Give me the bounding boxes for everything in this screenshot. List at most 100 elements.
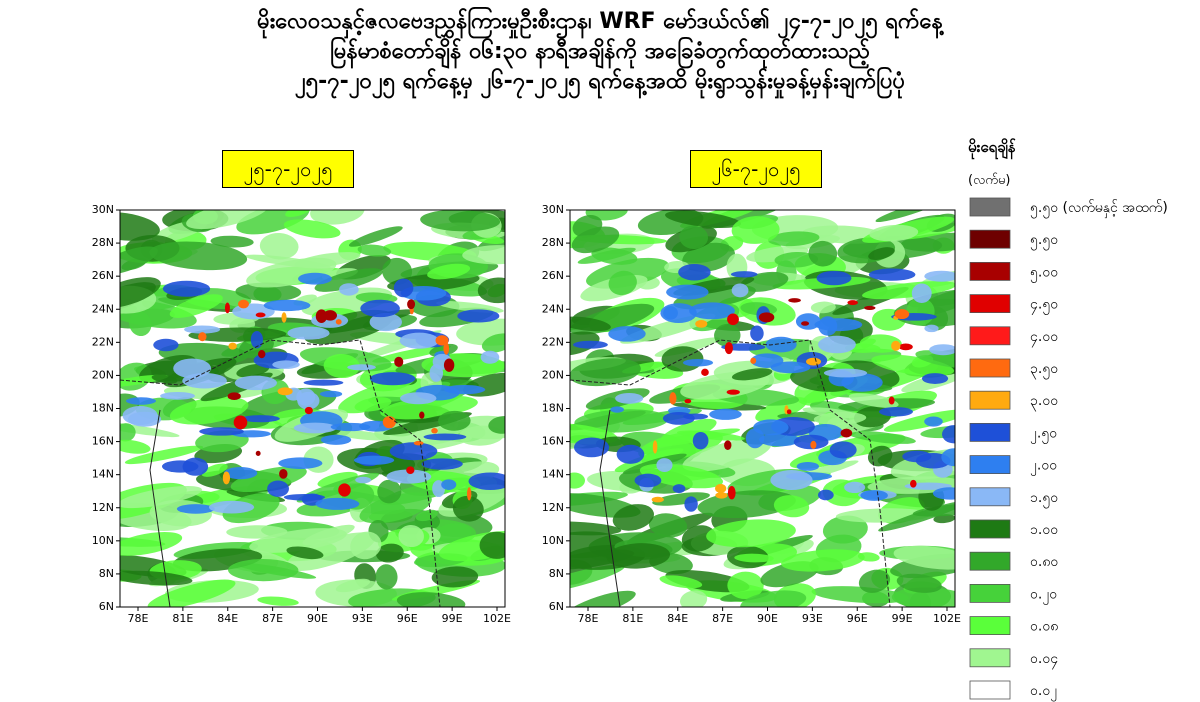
rain-patch (120, 246, 158, 276)
rain-patch (715, 492, 728, 499)
x-tick-label: 78E (578, 612, 599, 625)
legend-label: ၁.၅၀ (1030, 490, 1058, 508)
legend-label: ၁.၀၀ (1030, 522, 1058, 538)
rain-patch (793, 434, 829, 450)
rain-patch (339, 283, 359, 296)
rain-patch (355, 476, 372, 484)
rain-patch (724, 440, 732, 451)
rain-patch (570, 521, 622, 536)
rain-patch (441, 479, 457, 490)
rain-patch (360, 299, 400, 318)
rain-patch (394, 356, 404, 368)
rain-patch (286, 546, 324, 560)
legend-label: ၀.၀၄ (1030, 651, 1058, 669)
legend-swatch (969, 584, 1011, 603)
rain-patch (758, 312, 775, 323)
rain-patch (726, 389, 740, 395)
y-tick-label: 18N (92, 402, 114, 415)
coastline (120, 339, 441, 607)
rain-patch (888, 396, 895, 405)
rain-patch (810, 440, 817, 449)
rain-patch (651, 496, 664, 503)
rain-patch (238, 299, 249, 309)
rain-patch (774, 252, 819, 268)
rain-patch (669, 392, 677, 405)
rain-patch (468, 472, 505, 490)
rain-patch (241, 415, 280, 423)
rain-patch (233, 415, 248, 430)
rain-patch (120, 570, 193, 586)
rain-patch (480, 350, 500, 364)
rain-patch (750, 357, 757, 364)
rain-patch (868, 247, 895, 260)
y-tick-label: 22N (542, 335, 564, 348)
legend-label: ၀.၈၀ (1030, 554, 1058, 570)
rain-patch (224, 302, 230, 314)
rain-patch (488, 416, 505, 434)
y-tick-label: 30N (92, 203, 114, 216)
legend-label: ၃.၅၀ (1030, 361, 1058, 379)
rain-patch (259, 232, 299, 260)
rain-patch (898, 343, 913, 351)
rain-patch (398, 525, 424, 548)
y-tick-label: 8N (549, 567, 564, 580)
rain-patch (801, 321, 810, 326)
x-tick-label: 87E (262, 612, 283, 625)
rain-patch (727, 485, 736, 500)
panel-label: ၂၆-၇-၂၀၂၅ (690, 150, 822, 188)
y-tick-label: 12N (542, 501, 564, 514)
rain-patch (666, 284, 709, 300)
rain-patch (153, 338, 179, 352)
y-tick-label: 10N (92, 534, 114, 547)
title-line: ၂၅-၇-၂၀၂၅ ရက်နေ့မှ ၂၆-၇-၂၀၂၅ ရက်နေ့အထိ မ… (294, 69, 906, 94)
rain-patch (894, 309, 910, 320)
rain-patch (198, 332, 207, 342)
rain-patch (182, 372, 227, 389)
y-tick-label: 6N (99, 600, 114, 613)
rain-patch (788, 298, 801, 303)
rain-patch (162, 280, 211, 297)
y-tick-label: 16N (92, 435, 114, 448)
x-tick-label: 84E (217, 612, 238, 625)
rain-patch (681, 525, 717, 552)
rain-patch (376, 543, 404, 563)
rain-patch (612, 504, 654, 531)
rain-patch (124, 445, 204, 465)
rain-patch (745, 428, 765, 449)
rain-patch (120, 423, 136, 442)
rain-patch (302, 524, 355, 546)
rain-patch (347, 364, 376, 371)
rain-patch (656, 458, 673, 473)
y-tick-label: 22N (92, 335, 114, 348)
x-tick-label: 87E (712, 612, 733, 625)
rain-patch (479, 531, 505, 559)
rain-patch (369, 372, 416, 386)
legend-label: ၅.၀၀ (1030, 264, 1058, 282)
rain-patch (570, 316, 611, 332)
rain-patch (120, 212, 160, 241)
rain-patch (335, 430, 391, 441)
rain-patch (840, 428, 853, 438)
rain-patch (320, 434, 352, 445)
coastline (599, 409, 621, 607)
rain-patch (393, 278, 414, 298)
legend-unit: (လက်မ) (968, 173, 1011, 188)
rain-patch (372, 345, 451, 363)
rain-patch (573, 340, 608, 349)
y-tick-label: 28N (92, 236, 114, 249)
rain-patch (740, 590, 807, 607)
rain-patch (648, 513, 688, 538)
rain-patch (315, 497, 360, 510)
rain-patch (773, 495, 810, 518)
rain-patch (226, 525, 288, 539)
rain-patch (679, 590, 708, 607)
rain-patch (858, 569, 891, 593)
rain-patch (169, 396, 249, 425)
x-tick-label: 99E (892, 612, 913, 625)
rain-patch (727, 313, 739, 326)
rain-patch (688, 302, 735, 320)
rain-patch (679, 225, 709, 250)
rain-patch (786, 409, 792, 415)
rain-patch (817, 489, 834, 501)
rain-patch (283, 493, 326, 501)
